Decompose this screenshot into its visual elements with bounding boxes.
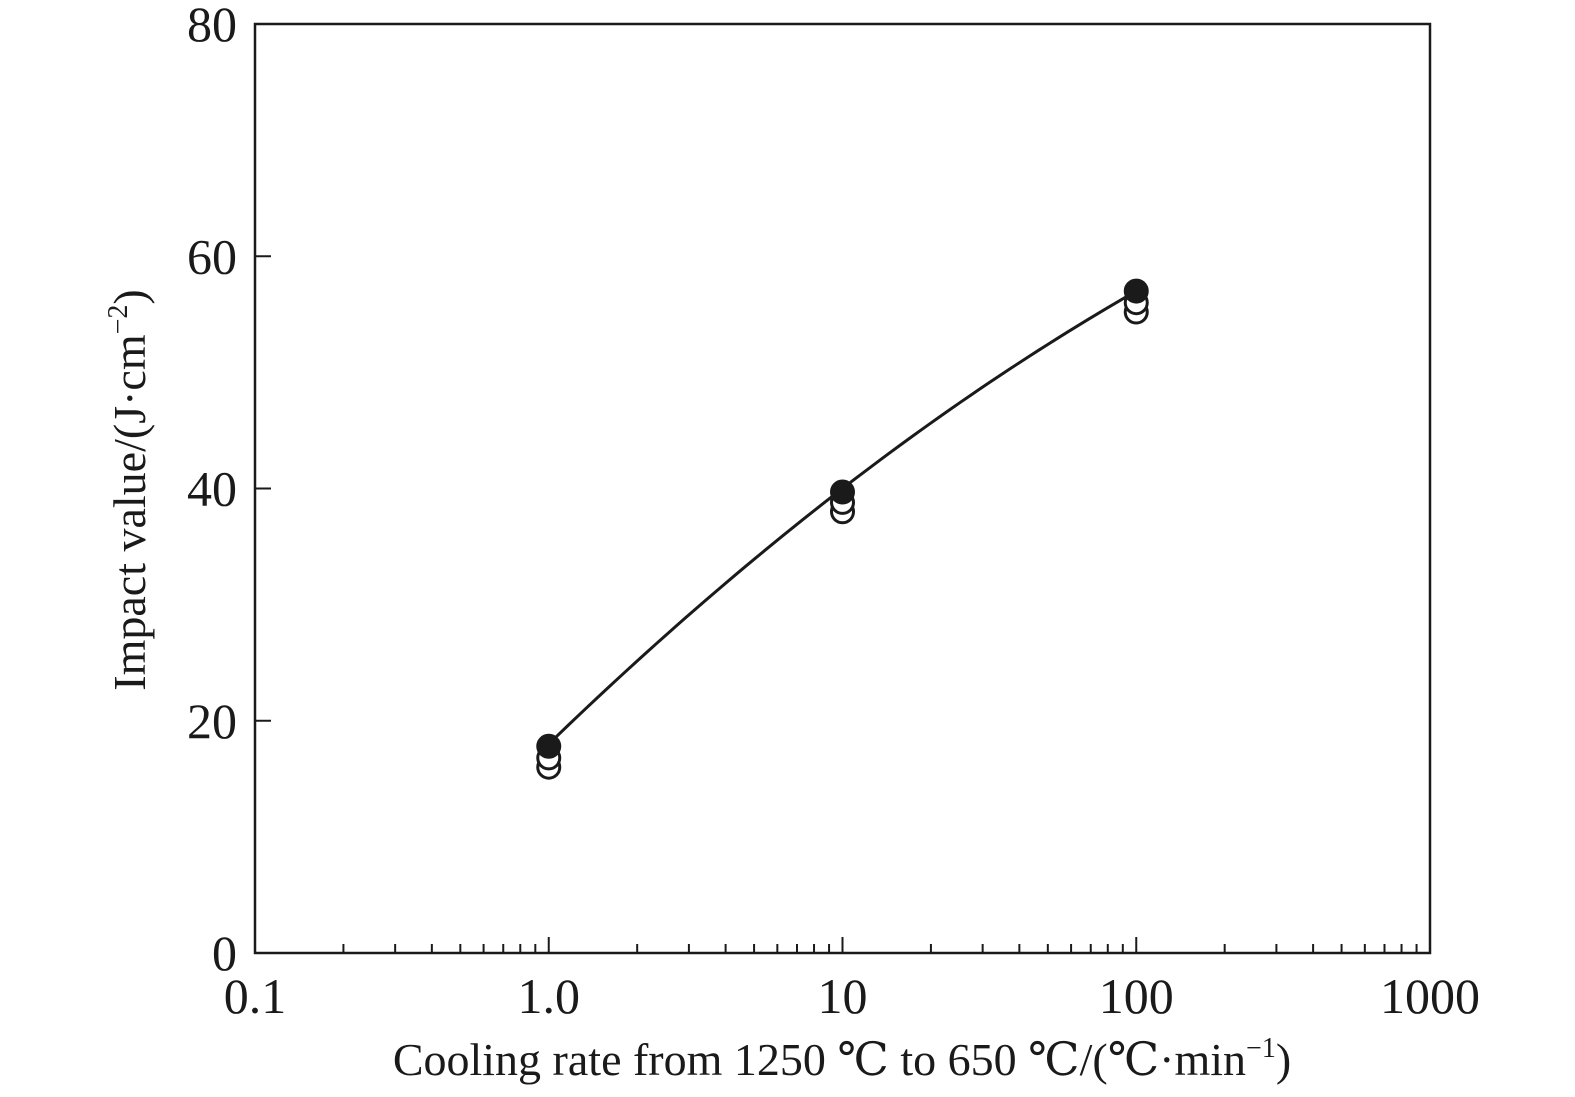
data-point-filled — [830, 479, 855, 505]
y-tick-label: 40 — [187, 461, 237, 517]
y-tick-label: 60 — [187, 228, 237, 284]
x-tick-label: 10 — [818, 968, 868, 1024]
data-points — [536, 278, 1149, 780]
y-tick-label: 20 — [187, 693, 237, 749]
y-tick-label: 0 — [212, 925, 237, 981]
y-tick-label: 80 — [187, 0, 237, 52]
x-tick-label: 100 — [1099, 968, 1174, 1024]
data-point-filled — [1123, 278, 1149, 304]
x-axis-label: Cooling rate from 1250 ℃ to 650 ℃/(℃·min… — [393, 1033, 1291, 1085]
x-axis-ticks — [254, 937, 1418, 953]
x-tick-label: 1000 — [1380, 968, 1480, 1024]
data-point-filled — [536, 733, 562, 759]
x-tick-label: 0.1 — [224, 968, 287, 1024]
y-axis-tick-labels: 0 20 40 60 80 — [187, 0, 237, 981]
y-axis-label: Impact value/(J·cm−2) — [103, 289, 155, 690]
y-axis-ticks — [255, 23, 271, 954]
x-tick-label: 1.0 — [518, 968, 581, 1024]
x-axis-tick-labels: 0.1 1.0 10 100 1000 — [224, 968, 1480, 1024]
